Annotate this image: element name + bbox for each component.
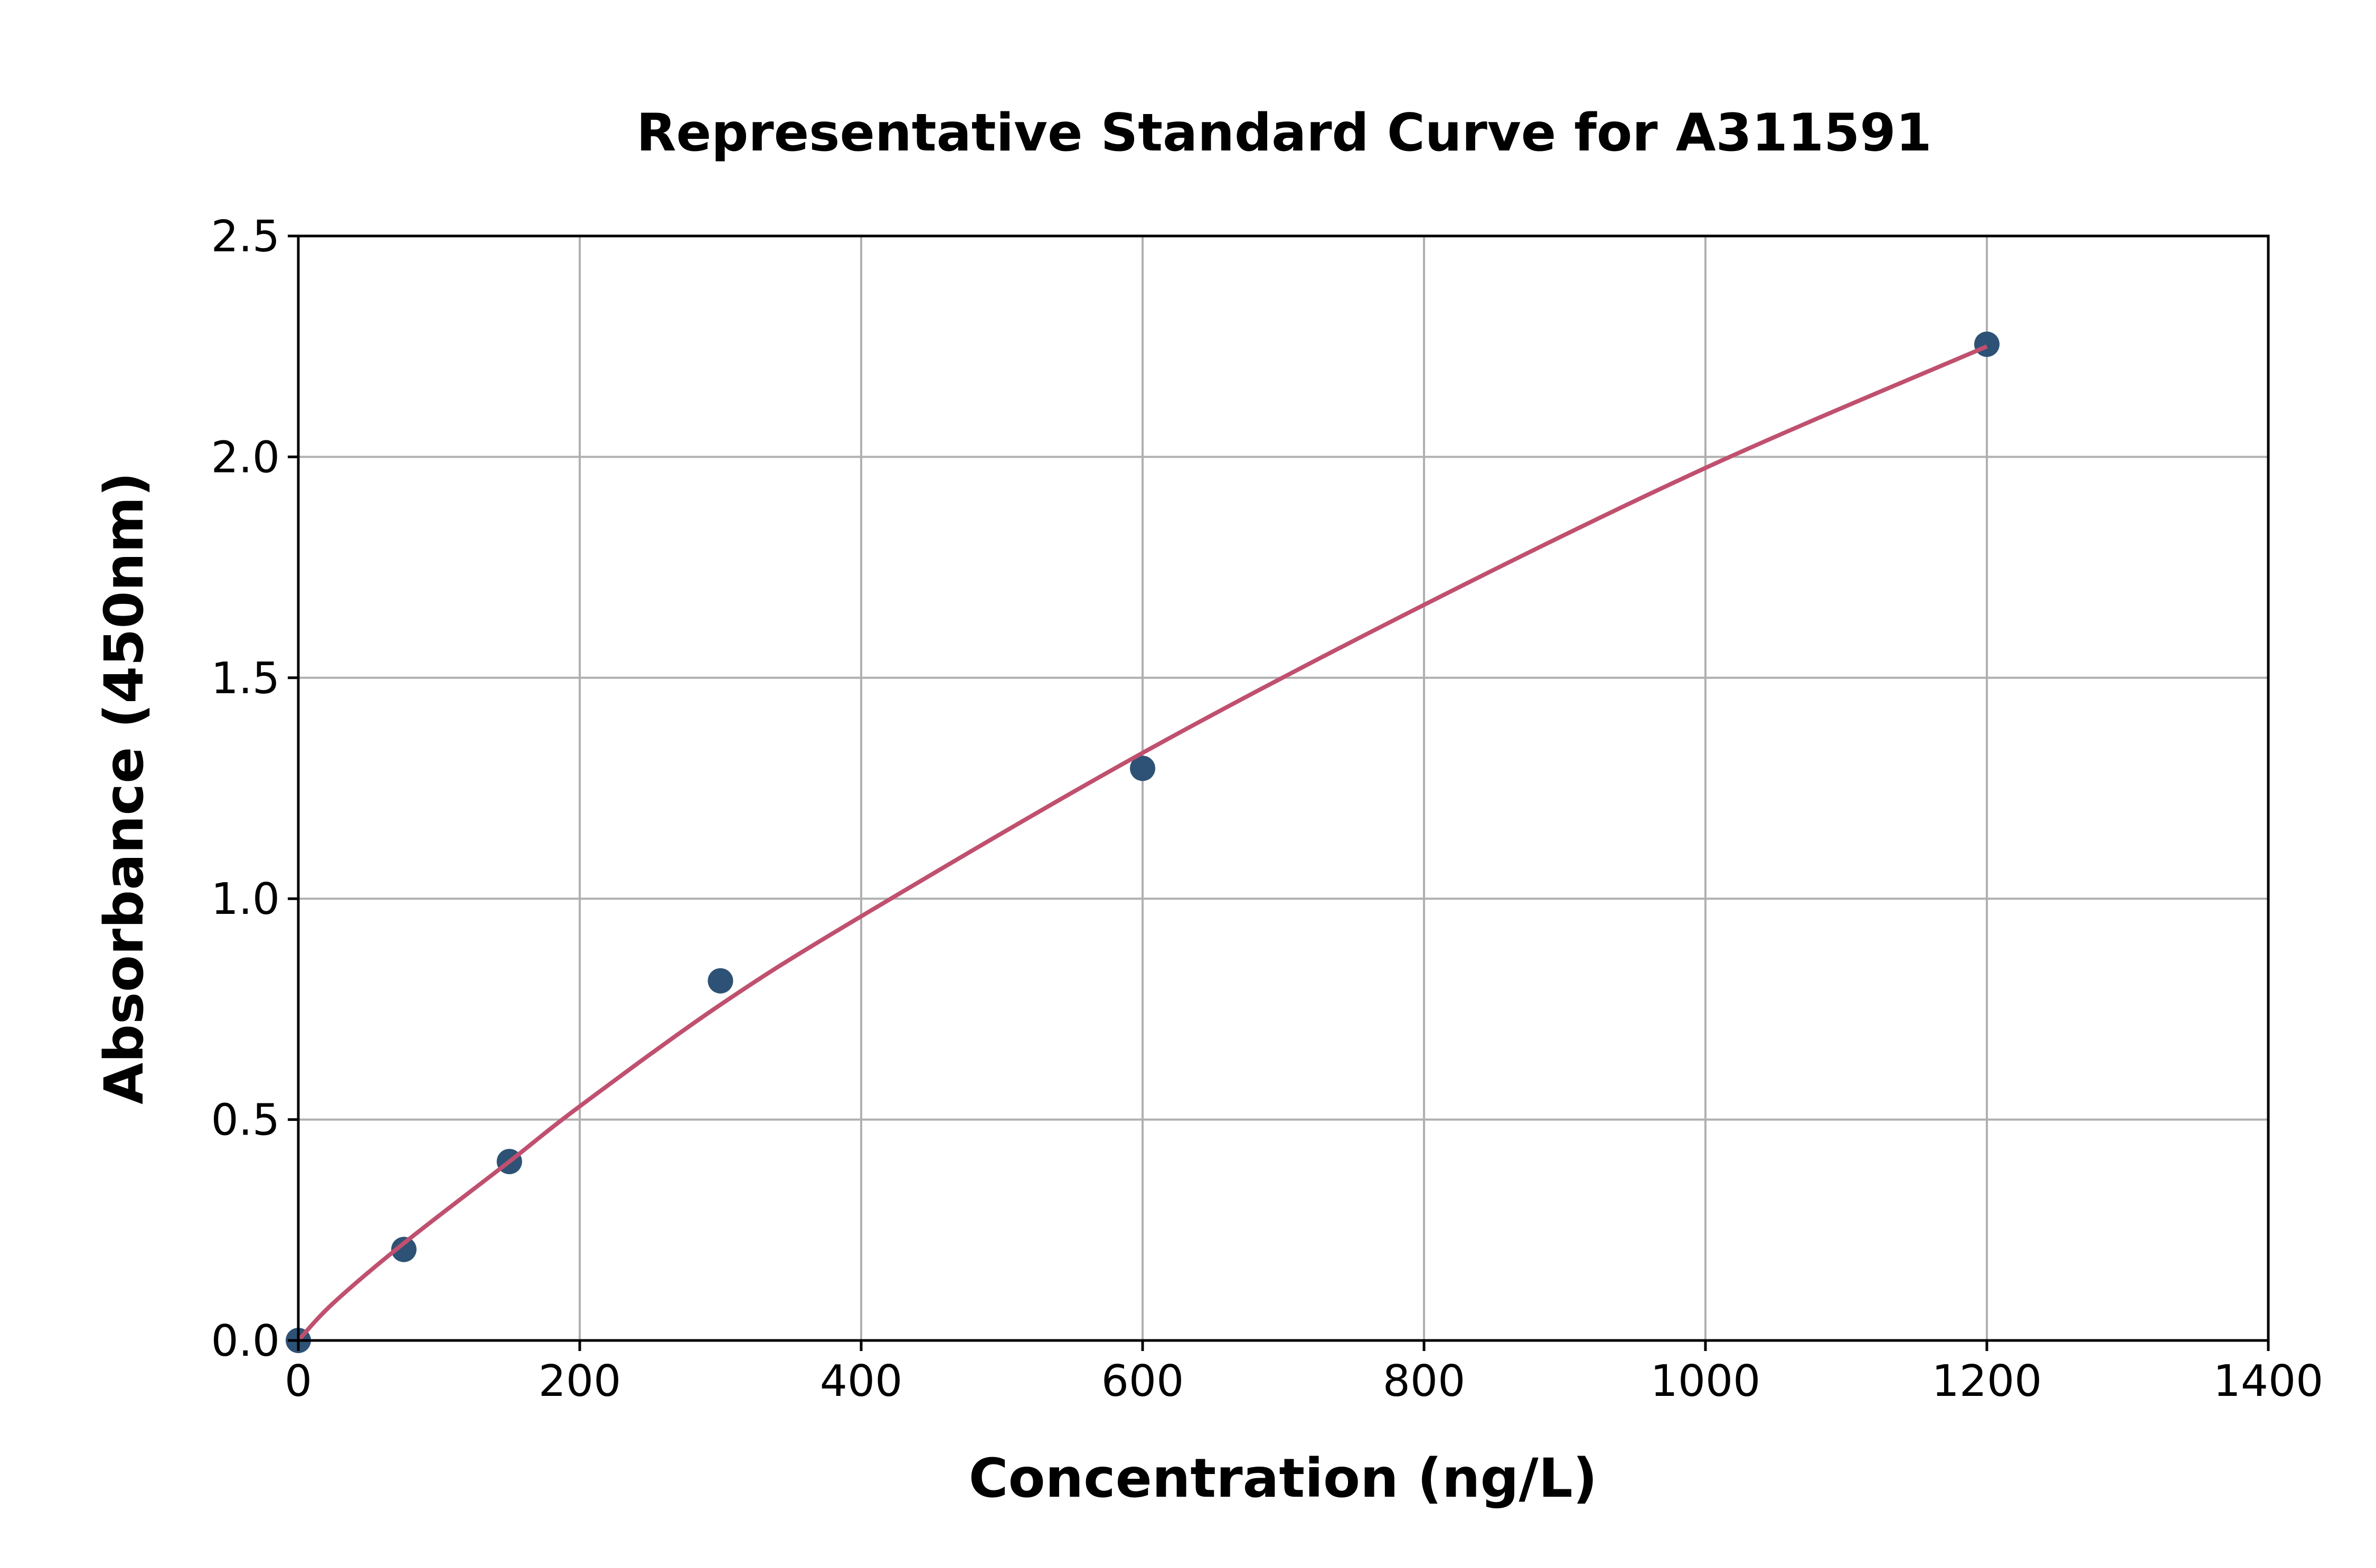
y-tick-label: 2.0 xyxy=(211,432,280,483)
chart-title: Representative Standard Curve for A31159… xyxy=(636,103,1931,163)
y-tick-label: 1.5 xyxy=(211,654,280,704)
x-tick-label: 0 xyxy=(285,1356,312,1406)
data-point xyxy=(1130,755,1155,781)
fit-curve xyxy=(297,344,1988,1342)
x-tick-label: 600 xyxy=(1101,1356,1184,1406)
y-tick-label: 0.0 xyxy=(211,1316,280,1366)
data-point xyxy=(1974,332,2000,357)
y-axis-label: Absorbance (450nm) xyxy=(93,472,156,1104)
y-tick-label: 0.5 xyxy=(211,1095,280,1146)
x-tick-label: 1000 xyxy=(1651,1356,1761,1406)
y-tick-label: 1.0 xyxy=(211,874,280,924)
x-tick-label: 400 xyxy=(820,1356,903,1406)
grid-lines xyxy=(297,235,2269,1342)
plot-frame xyxy=(297,234,2270,1342)
y-axis-ticks: 0.0 0.5 1.0 1.5 2.0 2.5 xyxy=(211,212,298,1366)
x-axis-ticks: 0 200 400 600 800 1000 1200 1400 xyxy=(285,1340,2323,1406)
data-point xyxy=(708,968,733,994)
x-tick-label: 800 xyxy=(1383,1356,1466,1406)
x-tick-label: 1200 xyxy=(1932,1356,2042,1406)
y-tick-label: 2.5 xyxy=(211,212,280,262)
x-axis-label: Concentration (ng/L) xyxy=(969,1447,1598,1510)
data-point xyxy=(391,1236,417,1262)
x-tick-label: 1400 xyxy=(2213,1356,2324,1406)
x-tick-label: 200 xyxy=(539,1356,621,1406)
